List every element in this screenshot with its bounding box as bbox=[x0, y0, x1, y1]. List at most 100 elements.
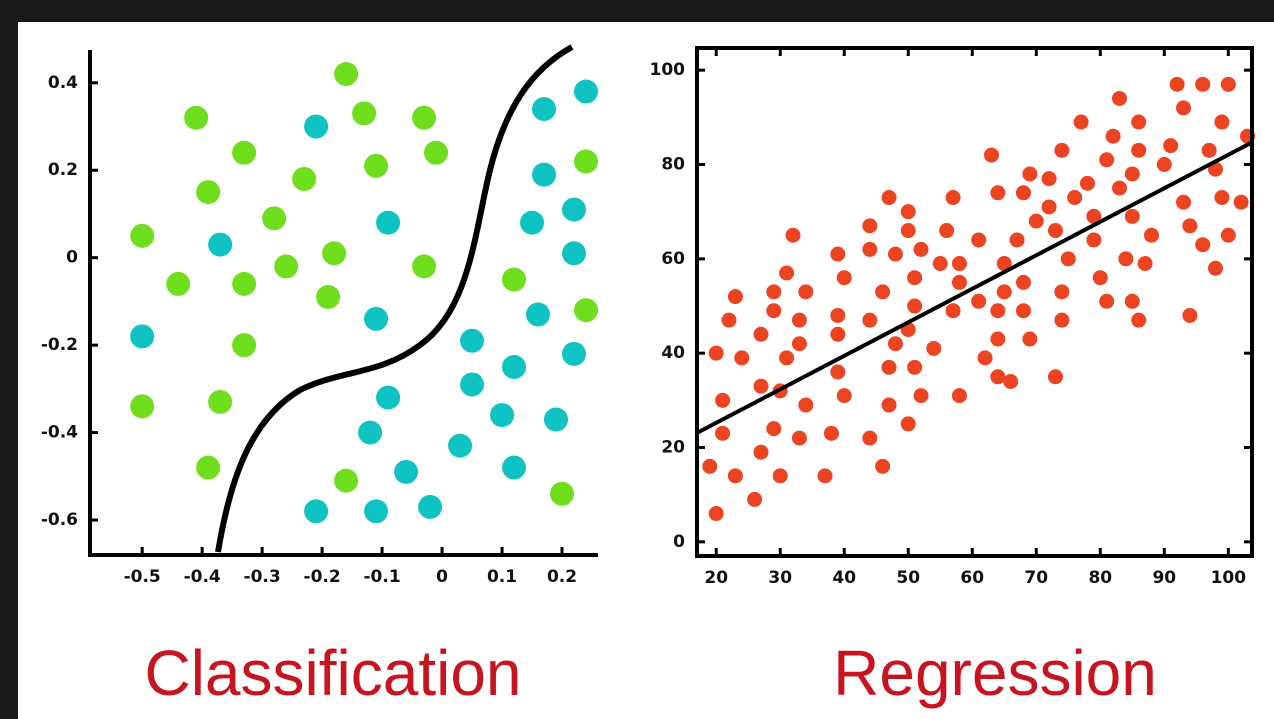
point bbox=[951, 388, 967, 404]
point bbox=[574, 298, 599, 323]
point bbox=[526, 302, 551, 327]
point bbox=[358, 420, 383, 445]
point bbox=[1092, 270, 1108, 286]
point bbox=[322, 241, 347, 266]
x-tick-label: -0.3 bbox=[244, 567, 281, 587]
point bbox=[1214, 190, 1230, 206]
point bbox=[412, 105, 437, 130]
point bbox=[130, 394, 155, 419]
point bbox=[971, 293, 987, 309]
point bbox=[292, 166, 317, 191]
point bbox=[862, 430, 878, 446]
point bbox=[785, 227, 801, 243]
point bbox=[747, 491, 763, 507]
point bbox=[791, 430, 807, 446]
point bbox=[574, 149, 599, 174]
point bbox=[352, 101, 377, 126]
point bbox=[791, 312, 807, 328]
y-tick-label: -0.2 bbox=[41, 335, 78, 355]
point bbox=[727, 289, 743, 305]
point bbox=[836, 270, 852, 286]
point bbox=[304, 114, 329, 139]
point bbox=[715, 425, 731, 441]
point bbox=[1176, 194, 1192, 210]
point bbox=[753, 378, 769, 394]
point bbox=[424, 140, 449, 165]
point bbox=[945, 303, 961, 319]
point bbox=[715, 392, 731, 408]
y-tick-label: 60 bbox=[661, 249, 685, 269]
point bbox=[1195, 237, 1211, 253]
point bbox=[130, 324, 155, 349]
point bbox=[1208, 260, 1224, 276]
point bbox=[875, 458, 891, 474]
point bbox=[875, 284, 891, 300]
point bbox=[721, 312, 737, 328]
point bbox=[753, 326, 769, 342]
point bbox=[1137, 256, 1153, 272]
y-tick-label: -0.4 bbox=[41, 423, 78, 443]
point bbox=[791, 336, 807, 352]
y-tick-label: 40 bbox=[661, 343, 685, 363]
point bbox=[208, 232, 233, 257]
point bbox=[460, 328, 485, 353]
point bbox=[1111, 90, 1127, 106]
point bbox=[364, 499, 389, 524]
point bbox=[232, 271, 257, 296]
point bbox=[798, 397, 814, 413]
x-tick-label: 80 bbox=[1088, 568, 1112, 588]
point bbox=[766, 421, 782, 437]
point bbox=[1201, 142, 1217, 158]
point bbox=[836, 388, 852, 404]
point bbox=[766, 284, 782, 300]
point bbox=[1176, 100, 1192, 116]
point bbox=[262, 206, 287, 231]
point bbox=[1156, 157, 1172, 173]
point bbox=[913, 388, 929, 404]
point bbox=[823, 425, 839, 441]
point bbox=[913, 241, 929, 257]
point bbox=[727, 468, 743, 484]
point bbox=[779, 265, 795, 281]
point bbox=[502, 455, 527, 480]
point bbox=[166, 271, 191, 296]
chart-title: Classification bbox=[144, 637, 521, 709]
point bbox=[830, 307, 846, 323]
point bbox=[184, 105, 209, 130]
point bbox=[1118, 251, 1134, 267]
point bbox=[196, 180, 221, 205]
y-tick-label: 0 bbox=[673, 532, 685, 552]
point bbox=[232, 140, 257, 165]
point bbox=[830, 246, 846, 262]
point bbox=[1086, 232, 1102, 248]
point bbox=[274, 254, 299, 279]
decision-boundary bbox=[215, 44, 574, 553]
point bbox=[394, 459, 419, 484]
point bbox=[1233, 194, 1249, 210]
point bbox=[881, 359, 897, 375]
point bbox=[334, 468, 359, 493]
point bbox=[1060, 251, 1076, 267]
point bbox=[1041, 199, 1057, 215]
point bbox=[1067, 190, 1083, 206]
point bbox=[951, 256, 967, 272]
point bbox=[532, 162, 557, 187]
point bbox=[1047, 369, 1063, 385]
point bbox=[1131, 312, 1147, 328]
point bbox=[932, 256, 948, 272]
point bbox=[1105, 128, 1121, 144]
point bbox=[448, 433, 473, 458]
point bbox=[1041, 171, 1057, 187]
point bbox=[1015, 303, 1031, 319]
point bbox=[562, 341, 587, 366]
point bbox=[1195, 76, 1211, 92]
point bbox=[900, 223, 916, 239]
point bbox=[983, 147, 999, 163]
point bbox=[990, 331, 1006, 347]
point bbox=[1054, 284, 1070, 300]
x-tick-label: 50 bbox=[896, 568, 920, 588]
point bbox=[1182, 218, 1198, 234]
point bbox=[1099, 152, 1115, 168]
point bbox=[798, 284, 814, 300]
point bbox=[1054, 142, 1070, 158]
